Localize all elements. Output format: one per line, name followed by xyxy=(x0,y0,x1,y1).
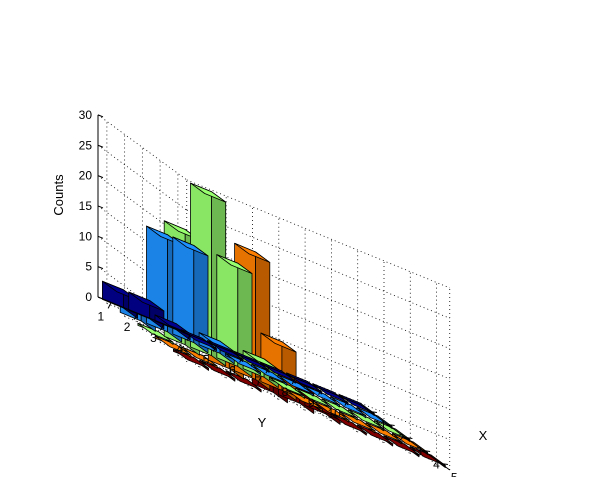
bar-top-face xyxy=(128,291,165,312)
grid-line xyxy=(186,209,450,319)
grid-line xyxy=(186,300,450,410)
bar xyxy=(313,400,350,423)
y-tick-mark xyxy=(186,334,191,342)
grid-line xyxy=(97,114,187,181)
bar xyxy=(286,389,323,412)
x-tick-label: 1 xyxy=(380,419,387,433)
z-tick-label: 25 xyxy=(79,138,93,152)
y-tick-label: 6 xyxy=(229,363,236,377)
z-tick-mark xyxy=(97,114,104,118)
z-tick-mark xyxy=(97,175,104,179)
bar-top-face xyxy=(216,254,253,275)
z-tick-label: 5 xyxy=(85,260,92,274)
y-axis-label: Y xyxy=(258,415,267,430)
bar xyxy=(172,236,209,354)
y-tick-label: 3 xyxy=(150,331,157,345)
x-tick-mark xyxy=(440,463,448,465)
y-tick-mark xyxy=(344,399,349,406)
bar xyxy=(357,424,394,447)
bar xyxy=(268,376,306,399)
x-tick-mark xyxy=(405,437,413,439)
y-axis-line xyxy=(97,296,362,406)
x-tick-mark xyxy=(369,411,377,413)
bar-top-face xyxy=(260,332,297,353)
z-tick-label: 30 xyxy=(79,108,93,122)
bar xyxy=(224,353,262,376)
grid-line xyxy=(186,240,450,349)
z-tick-label: 0 xyxy=(85,290,92,304)
y-tick-mark xyxy=(239,356,244,363)
y-tick-mark xyxy=(318,388,322,396)
z-tick-mark xyxy=(97,205,104,209)
bar xyxy=(172,348,210,371)
y-tick-mark xyxy=(134,312,138,320)
x-tick-label: 3 xyxy=(415,445,422,459)
bar xyxy=(199,359,236,382)
x-tick-mark xyxy=(423,450,431,452)
y-tick-mark xyxy=(291,377,296,385)
y-tick-label: 5 xyxy=(203,353,210,367)
bar xyxy=(347,409,384,432)
bar xyxy=(339,411,376,434)
z-tick-label: 15 xyxy=(79,199,93,213)
y-tick-label: 4 xyxy=(176,342,183,356)
bar xyxy=(216,254,253,378)
ticks-layer: 0510152025301234567891012345 xyxy=(79,108,458,477)
bar xyxy=(225,370,262,393)
y-tick-mark xyxy=(160,323,165,331)
bar xyxy=(251,363,288,386)
grid-line xyxy=(186,331,450,441)
y-tick-label: 8 xyxy=(282,385,289,399)
z-tick-mark xyxy=(97,144,104,148)
z-tick-mark xyxy=(97,296,104,300)
x-axis-label: X xyxy=(479,428,488,443)
y-tick-label: 10 xyxy=(327,407,341,421)
bar-top-face xyxy=(234,242,271,263)
z-tick-label: 20 xyxy=(79,169,93,183)
y-tick-mark xyxy=(212,345,217,352)
x-tick-mark xyxy=(387,424,395,426)
bar xyxy=(330,413,367,436)
z-tick-mark xyxy=(97,235,104,239)
y-tick-label: 9 xyxy=(308,396,315,410)
z-tick-mark xyxy=(97,266,104,270)
grid-line xyxy=(186,179,450,289)
z-tick-label: 10 xyxy=(79,229,93,243)
grid-line xyxy=(186,270,450,380)
x-tick-label: 5 xyxy=(451,471,458,477)
x-tick-label: 4 xyxy=(433,458,440,472)
bar-top-face xyxy=(172,236,209,257)
y-tick-mark xyxy=(265,366,270,374)
y-tick-mark xyxy=(107,302,112,309)
x-tick-label: 2 xyxy=(398,432,405,446)
y-tick-label: 7 xyxy=(255,374,262,388)
y-tick-label: 1 xyxy=(97,309,104,323)
z-axis-label: Counts xyxy=(51,174,66,216)
bar-top-face xyxy=(190,182,227,203)
y-tick-label: 2 xyxy=(124,320,131,334)
